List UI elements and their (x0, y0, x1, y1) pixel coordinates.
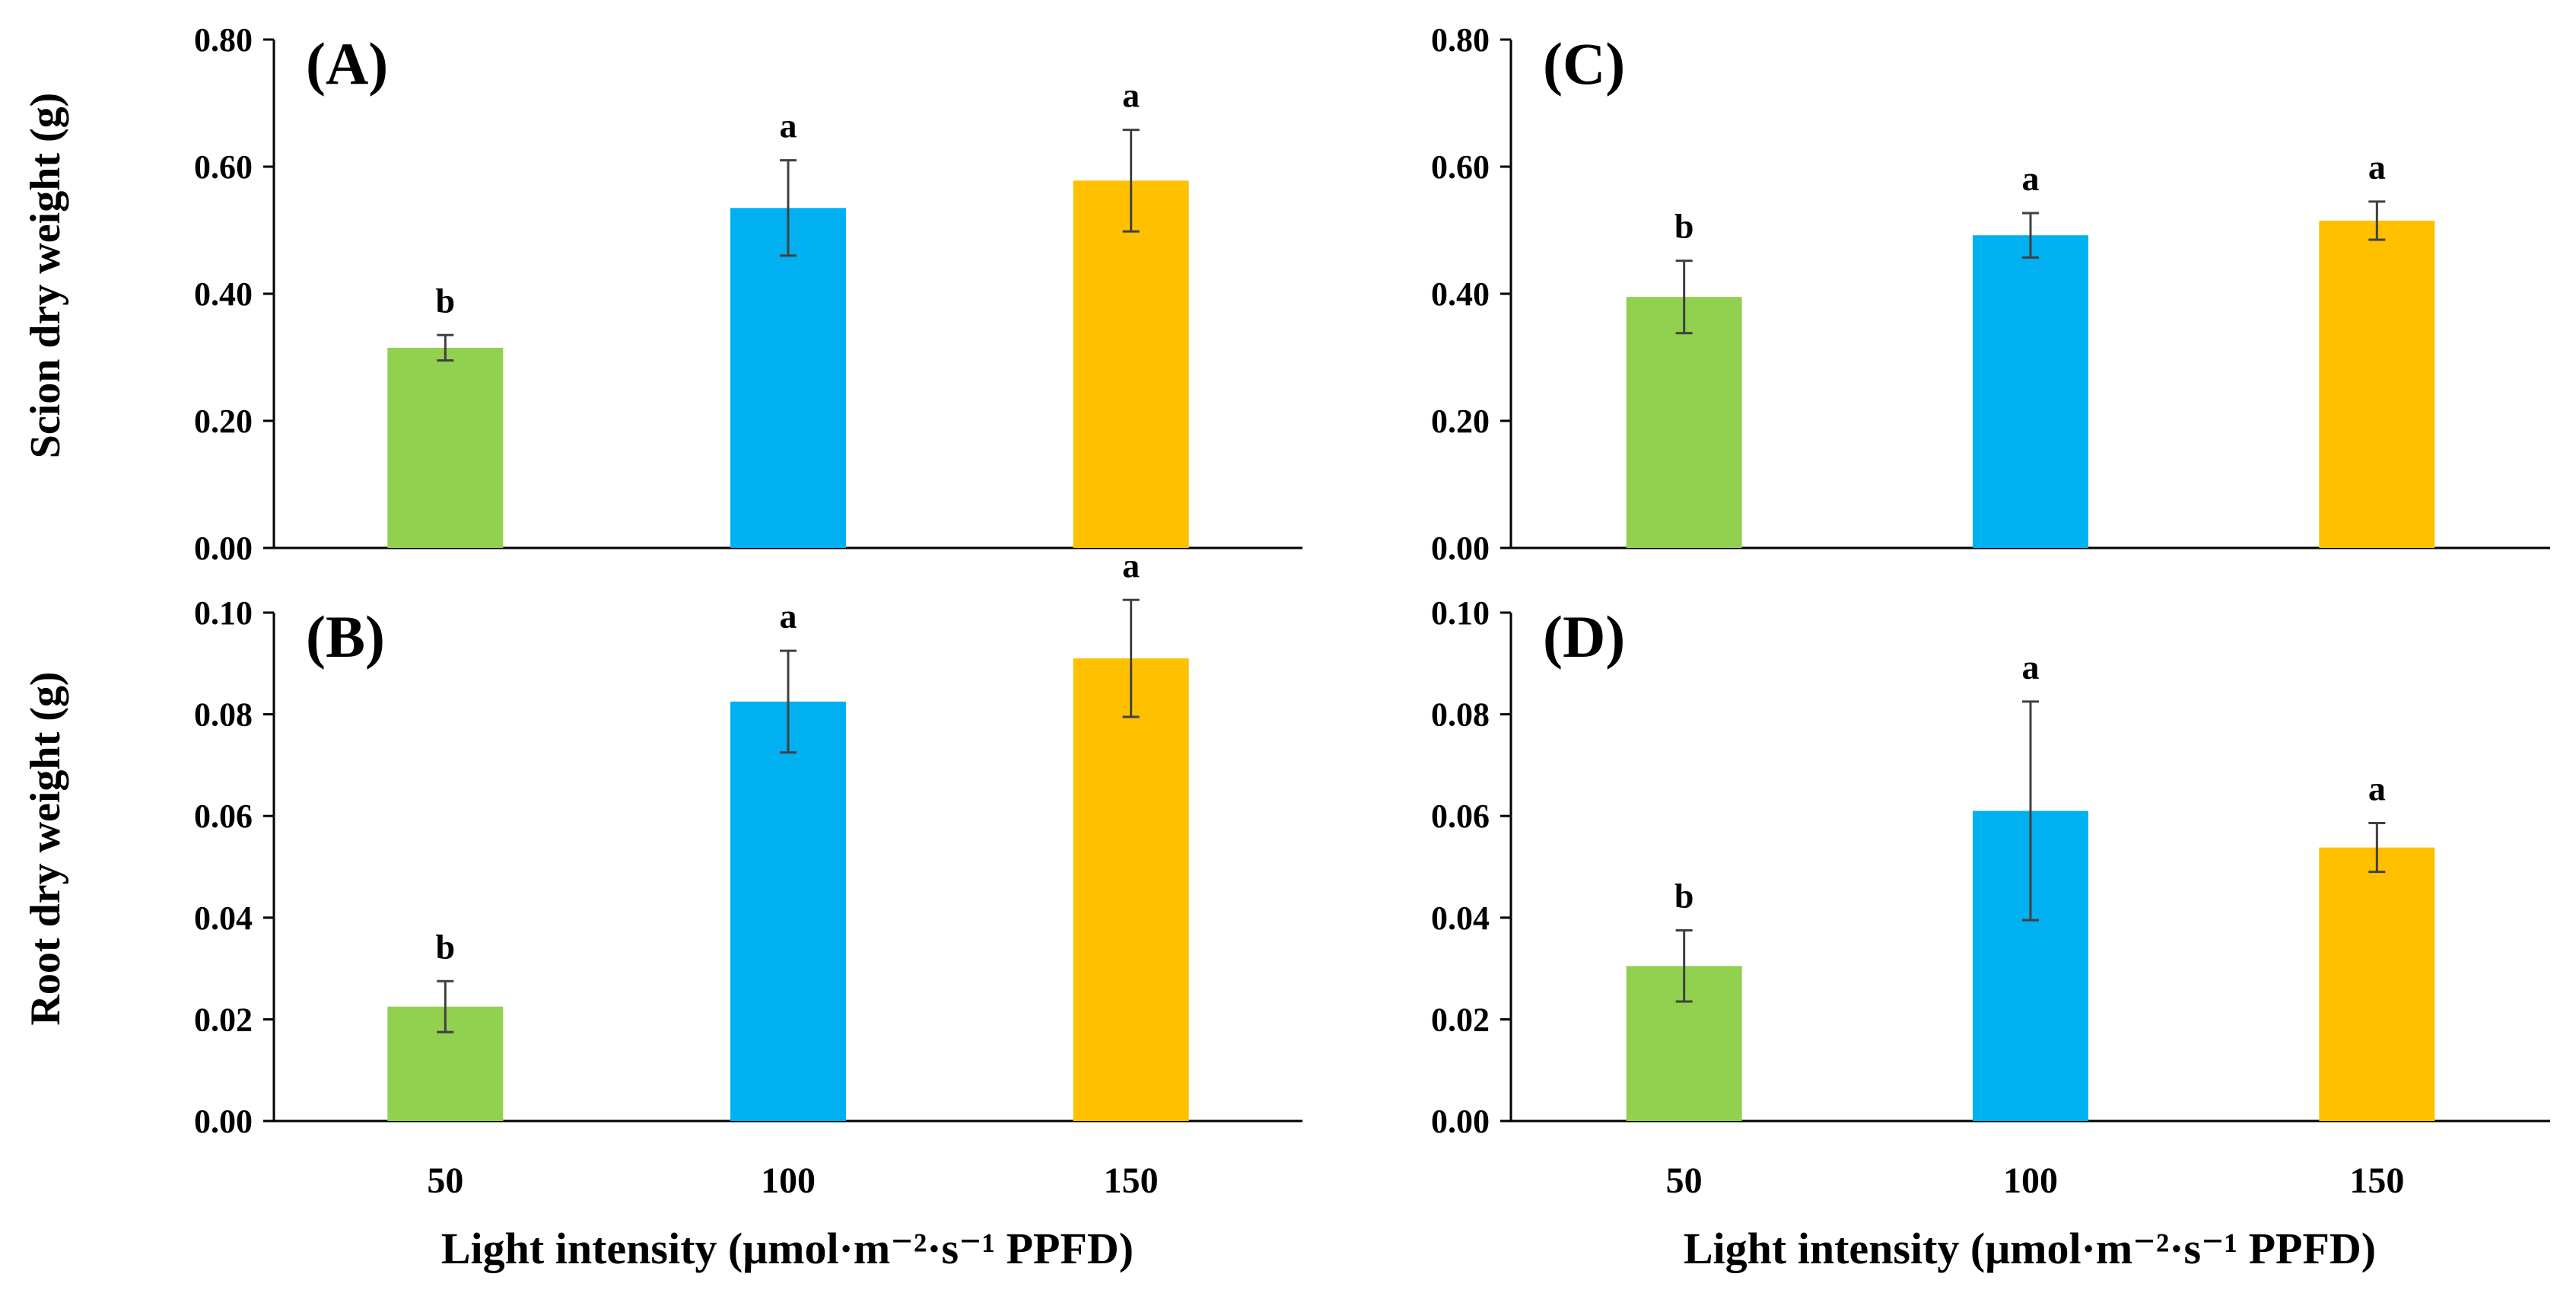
y-tick-label: 0.04 (194, 900, 253, 937)
bar-c-150 (2319, 220, 2435, 548)
significance-letter: a (2368, 148, 2386, 186)
x-tick-label: 100 (761, 1161, 816, 1201)
x-tick-label: 50 (427, 1161, 463, 1201)
significance-letter: a (2368, 769, 2386, 808)
y-tick-label: 0.40 (194, 275, 253, 313)
panel-label-b: (B) (306, 604, 385, 670)
significance-letter: a (1122, 546, 1140, 584)
y-tick-label: 0.60 (1431, 148, 1490, 186)
y-tick-label: 0.02 (1431, 1001, 1490, 1038)
y-tick-label: 0.60 (194, 148, 253, 186)
bar-c-100 (1973, 235, 2088, 548)
y-tick-label: 0.00 (1431, 1103, 1490, 1140)
significance-letter: a (2022, 159, 2040, 198)
bar-a-50 (387, 347, 504, 548)
y-tick-label: 0.80 (194, 21, 253, 59)
y-tick-label: 0.40 (1431, 275, 1490, 313)
panel-d: 0.00 0.02 0.04 0.06 0.08 0.10 b 50 a 100 a 150 (D) (1431, 594, 2550, 1201)
y-tick-label: 0.04 (1431, 900, 1490, 937)
significance-letter: a (780, 107, 797, 145)
panel-label-a: (A) (306, 30, 388, 97)
y-tick-label: 0.00 (194, 530, 253, 567)
panel-c: 0.00 0.20 0.40 0.60 0.80 b a a (C) (1431, 21, 2550, 567)
y-tick-label: 0.06 (194, 798, 253, 835)
x-axis-label-right: Light intensity (μmol·m⁻²·s⁻¹ PPFD) (1684, 1224, 2376, 1273)
x-tick-label: 50 (1666, 1161, 1703, 1201)
bar-b-150 (1073, 658, 1189, 1121)
y-tick-label: 0.08 (194, 696, 253, 734)
significance-letter: b (1674, 877, 1694, 916)
y-tick-label: 0.06 (1431, 798, 1490, 835)
y-tick-label: 0.00 (1431, 530, 1490, 567)
significance-letter: b (436, 281, 456, 320)
significance-letter: b (1674, 207, 1694, 246)
y-tick-label: 0.10 (194, 594, 253, 632)
bar-b-100 (730, 701, 846, 1121)
y-tick-label: 0.02 (194, 1001, 253, 1038)
y-axis-label-scion: Scion dry weight (g) (22, 93, 69, 459)
y-tick-label: 0.20 (194, 403, 253, 440)
panel-label-d: (D) (1543, 604, 1625, 670)
y-tick-label: 0.80 (1431, 21, 1490, 59)
bar-c-50 (1626, 297, 1742, 548)
y-tick-label: 0.10 (1431, 594, 1490, 632)
panel-b: 0.00 0.02 0.04 0.06 0.08 0.10 b 50 a 100 a 150 (B) (194, 546, 1302, 1201)
bar-d-150 (2319, 847, 2435, 1121)
panel-label-c: (C) (1543, 30, 1625, 97)
x-tick-label: 150 (1104, 1161, 1159, 1201)
x-axis-label-left: Light intensity (μmol·m⁻²·s⁻¹ PPFD) (441, 1224, 1134, 1273)
x-tick-label: 100 (2003, 1161, 2058, 1201)
bar-a-150 (1073, 180, 1189, 548)
y-tick-label: 0.20 (1431, 403, 1490, 440)
significance-letter: b (436, 927, 456, 966)
y-tick-label: 0.00 (194, 1103, 253, 1140)
significance-letter: a (2022, 648, 2040, 686)
bar-a-100 (730, 208, 846, 548)
significance-letter: a (780, 597, 797, 635)
significance-letter: a (1122, 76, 1140, 115)
y-axis-label-root: Root dry weight (g) (22, 671, 69, 1025)
panel-a: 0.00 0.20 0.40 0.60 0.80 b a a (A) (194, 21, 1302, 567)
x-tick-label: 150 (2349, 1161, 2404, 1201)
y-tick-label: 0.08 (1431, 696, 1490, 734)
